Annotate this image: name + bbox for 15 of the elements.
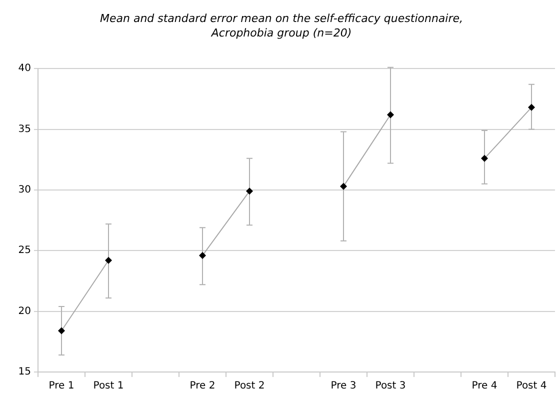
x-tick-label: Post 2 [234, 380, 265, 392]
y-tick-label: 25 [18, 245, 31, 256]
x-tick-label: Post 1 [93, 380, 124, 392]
x-tick-label: Pre 1 [48, 380, 74, 392]
y-tick-label: 30 [18, 184, 31, 196]
y-tick-label: 20 [18, 306, 31, 317]
x-tick-label: Pre 2 [190, 380, 216, 392]
y-tick-label: 15 [18, 366, 31, 378]
x-tick-label: Post 4 [516, 380, 547, 392]
y-tick-label: 40 [18, 63, 31, 74]
x-tick-label: Pre 3 [330, 380, 356, 392]
chart-title: Mean and standard error mean on the self-efficacy questionnaire, Acrophobia group (n=20) [100, 12, 464, 40]
x-tick-label: Post 3 [375, 380, 406, 392]
x-tick-label: Pre 4 [472, 380, 498, 392]
y-tick-label: 35 [18, 124, 31, 135]
